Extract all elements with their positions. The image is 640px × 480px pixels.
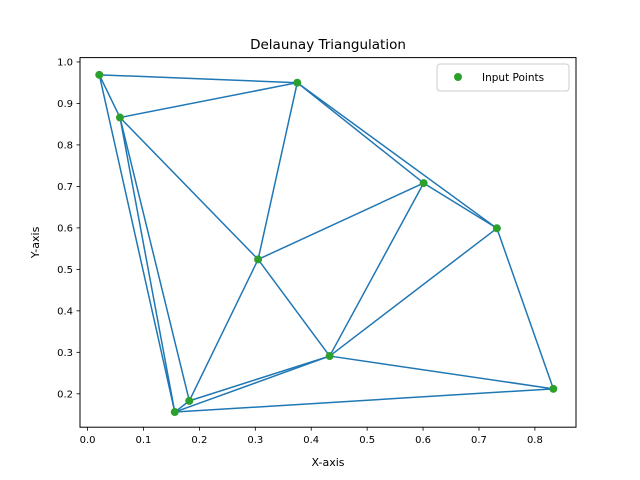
- x-tick-label: 0.2: [191, 435, 207, 446]
- x-tick-label: 0.1: [136, 435, 152, 446]
- edge-line: [257, 258, 331, 357]
- chart-title: Delaunay Triangulation: [250, 37, 406, 53]
- edge-line: [98, 74, 121, 119]
- legend-entry: Input Points: [482, 72, 544, 84]
- y-tick-label: 0.7: [57, 182, 73, 193]
- input-point: [325, 352, 334, 361]
- input-point: [293, 78, 302, 87]
- input-point: [419, 179, 428, 188]
- input-point: [492, 224, 501, 233]
- y-tick-label: 0.2: [57, 389, 73, 400]
- x-tick-label: 0.7: [471, 435, 487, 446]
- y-tick-label: 0.4: [57, 306, 73, 317]
- edge-line: [174, 355, 331, 413]
- edge-line: [119, 116, 259, 261]
- edge-line: [119, 81, 298, 119]
- edge-line: [328, 227, 498, 357]
- edge-line: [296, 81, 425, 184]
- edge-line: [296, 81, 498, 230]
- edge-line: [422, 182, 498, 230]
- input-point: [115, 113, 124, 122]
- plot-frame: [79, 57, 577, 428]
- y-axis-label: Y-axis: [29, 226, 42, 259]
- input-point: [549, 384, 558, 393]
- edge-line: [328, 182, 425, 357]
- edge-line: [98, 74, 176, 413]
- edge-line: [119, 116, 176, 413]
- edge-line: [496, 227, 555, 390]
- edge-line: [188, 355, 331, 402]
- legend-box: [436, 63, 570, 92]
- y-tick-label: 0.3: [57, 348, 73, 359]
- legend-marker: [454, 73, 462, 81]
- y-tick-label: 1.0: [57, 57, 73, 68]
- x-tick-label: 0.3: [247, 435, 263, 446]
- edge-line: [174, 388, 555, 413]
- x-tick-label: 0.6: [415, 435, 431, 446]
- y-tick-label: 0.6: [57, 223, 73, 234]
- x-tick-label: 0.4: [303, 435, 319, 446]
- input-point: [95, 70, 104, 79]
- x-tick-label: 0.8: [527, 435, 543, 446]
- legend: Input Points: [436, 63, 570, 92]
- x-axis-ticks: 0.0 0.1 0.2 0.3 0.4 0.5 0.6 0.7 0.8: [80, 427, 543, 446]
- edge-line: [98, 74, 298, 84]
- y-tick-label: 0.5: [57, 265, 73, 276]
- edge-line: [257, 81, 298, 261]
- input-points: [95, 70, 558, 417]
- edge-line: [119, 116, 191, 402]
- y-axis-ticks: 0.2 0.3 0.4 0.5 0.6 0.7 0.8 0.9 1.0: [57, 57, 80, 400]
- x-tick-label: 0.0: [80, 435, 96, 446]
- edge-line: [257, 182, 425, 261]
- edge-line: [328, 355, 555, 390]
- y-tick-label: 0.8: [57, 140, 73, 151]
- x-axis-label: X-axis: [312, 456, 345, 469]
- y-tick-label: 0.9: [57, 99, 73, 110]
- edge-line: [188, 258, 259, 402]
- triangulation-edges: [98, 74, 555, 413]
- input-point: [170, 408, 179, 417]
- input-point: [254, 255, 263, 264]
- x-tick-label: 0.5: [359, 435, 375, 446]
- input-point: [185, 396, 194, 405]
